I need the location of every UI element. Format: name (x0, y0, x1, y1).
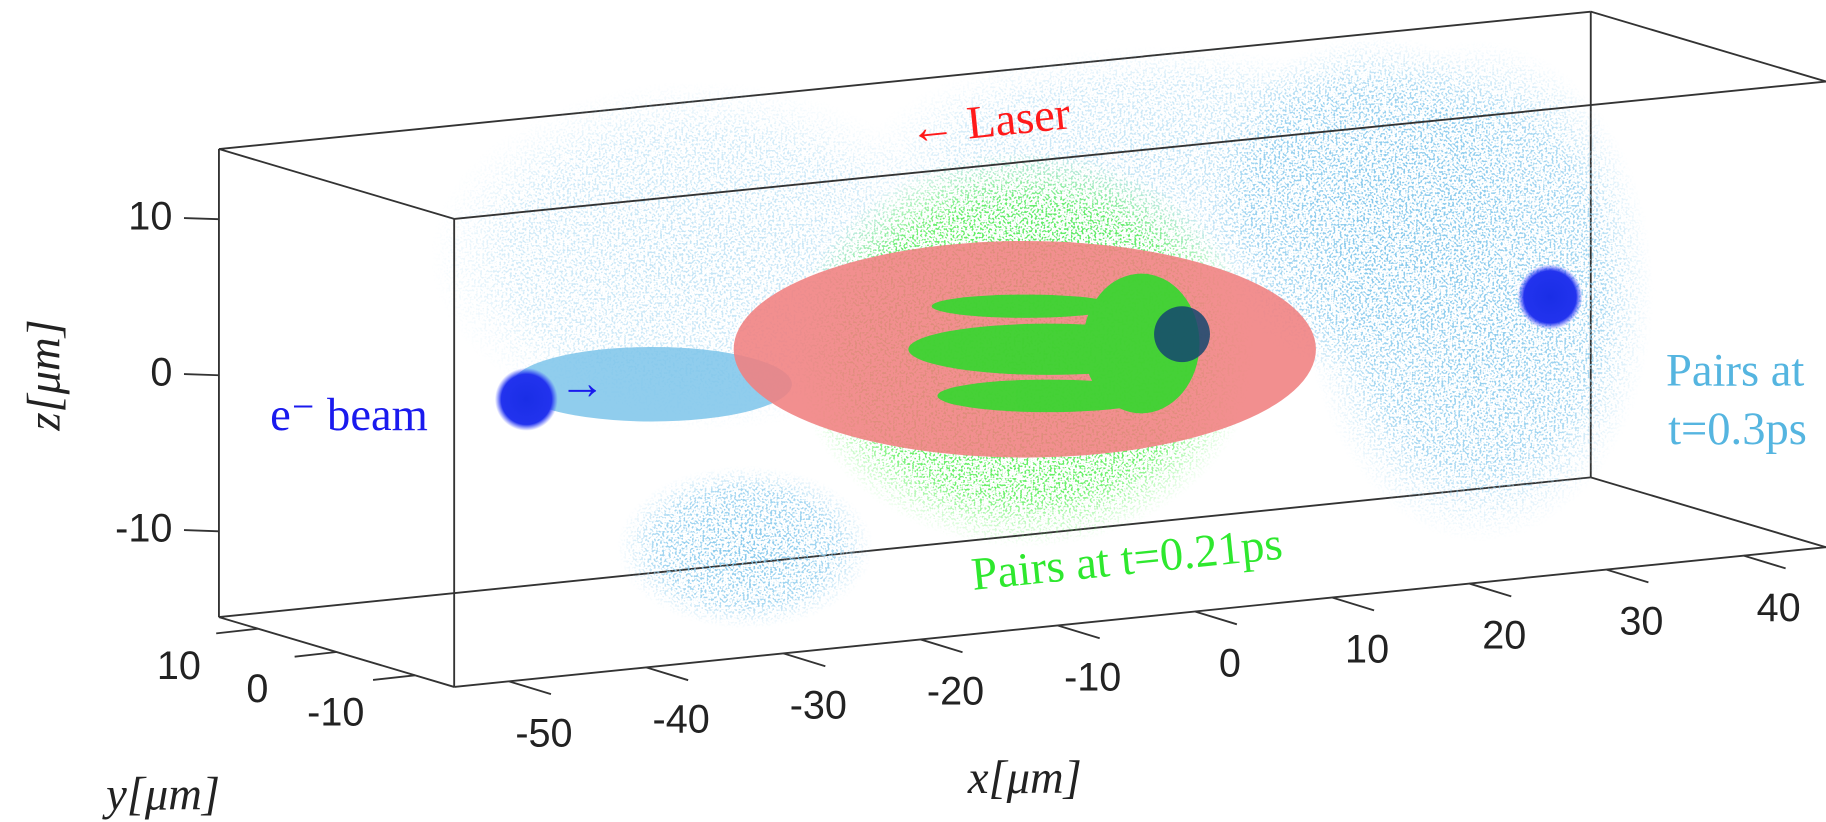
y-tick-label: -10 (307, 690, 364, 734)
x-tick (1331, 596, 1375, 612)
x-tick-label: -30 (790, 684, 847, 728)
electron-beam-late (1517, 264, 1583, 330)
x-tick (645, 666, 689, 682)
y-tick (216, 627, 259, 635)
x-tick-label: 10 (1345, 628, 1389, 672)
x-tick (1743, 554, 1786, 570)
z-tick-label: -10 (115, 507, 172, 551)
x-tick-label: -10 (1064, 656, 1121, 700)
annotation: → (559, 358, 606, 409)
y-tick-label: 10 (157, 644, 201, 688)
annotation: Pairs at (1666, 346, 1804, 397)
y-tick-label: 0 (246, 667, 268, 711)
pairs-late-cloud (430, 34, 1654, 629)
x-tick-label: -50 (515, 712, 572, 756)
x-tick (1057, 624, 1100, 640)
x-tick (1469, 582, 1512, 598)
z-tick (183, 217, 219, 221)
x-tick (783, 652, 826, 668)
x-axis-label: x[μm] (967, 753, 1082, 804)
pairs-early-core (908, 273, 1200, 414)
beam-trail (512, 346, 792, 422)
x-tick-label: -20 (927, 670, 984, 714)
y-tick (372, 674, 416, 681)
z-axis-label: z[μm] (20, 319, 71, 431)
y-axis-label: y[μm] (102, 769, 220, 820)
x-tick-label: 0 (1219, 642, 1241, 686)
beam-core (1154, 306, 1210, 363)
z-tick (183, 373, 219, 377)
z-tick (183, 529, 219, 533)
x-tick (1606, 568, 1649, 584)
electron-beam (494, 367, 558, 431)
x-tick-label: 20 (1482, 614, 1526, 658)
x-tick (508, 680, 552, 696)
y-tick (294, 651, 337, 658)
z-tick-label: 0 (150, 351, 172, 395)
x-tick-label: -40 (653, 698, 710, 742)
z-tick-label: 10 (128, 195, 172, 239)
particle-clouds (430, 34, 1654, 629)
x-tick (920, 638, 963, 654)
x-tick-label: 40 (1757, 586, 1801, 630)
x-tick (1194, 610, 1238, 626)
x-tick-label: 30 (1619, 600, 1663, 644)
annotation: e⁻ beam (270, 390, 428, 441)
annotation: t=0.3ps (1668, 404, 1807, 455)
box-front (453, 80, 1826, 688)
